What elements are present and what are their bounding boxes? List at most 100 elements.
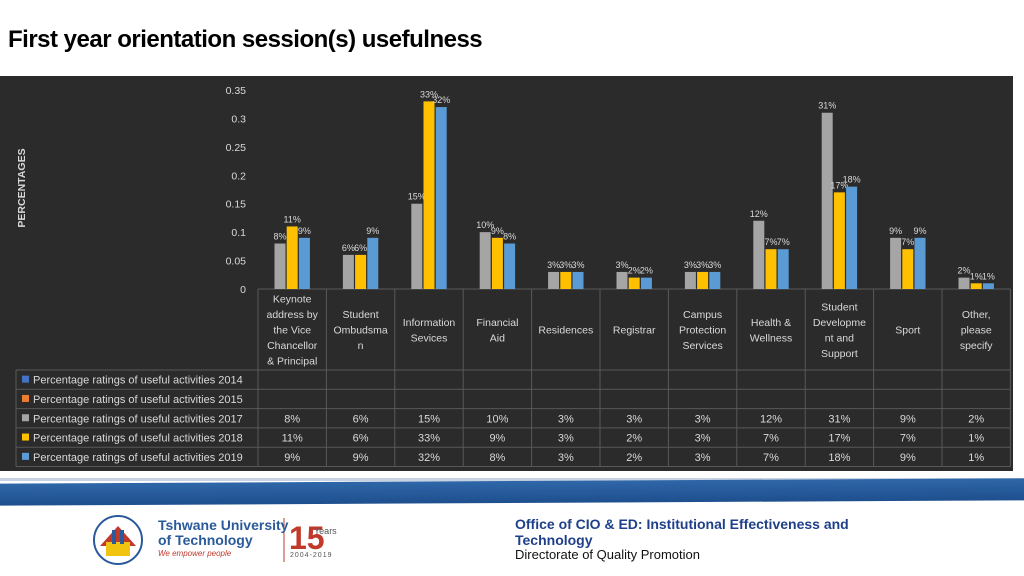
table-cell: 15% [418, 413, 440, 425]
table-cell: 33% [418, 433, 440, 445]
table-cell: 3% [558, 433, 574, 445]
data-label: 12% [750, 209, 768, 219]
bar [298, 237, 310, 289]
data-label: 11% [284, 214, 301, 224]
data-label: 7% [764, 237, 777, 247]
category-label: Health & Wellness [750, 317, 792, 345]
bar [491, 237, 503, 289]
data-label: 33% [420, 89, 438, 99]
category-label: Keynote address by the Vice Chancellor & Pri… [267, 294, 319, 368]
legend-swatch [22, 433, 29, 441]
university-tagline: We empower people [158, 549, 232, 558]
data-label: 9% [298, 226, 311, 236]
bar [821, 112, 833, 289]
y-tick-label: 0.1 [231, 227, 246, 239]
bar-chart: PERCENTAGES 0 0.05 0.1 0.15 0.2 0.25 0.3 0.35 Key… [15, 85, 1011, 467]
bar [709, 271, 721, 289]
category-label: Student Ombudsma n [333, 309, 387, 352]
y-tick-label: 0.3 [231, 113, 246, 125]
anniversary-number: 15 [289, 520, 325, 556]
table-cell: 7% [763, 452, 779, 464]
anniversary-word: Years [314, 526, 337, 536]
table-cell: 2% [626, 433, 642, 445]
y-tick-label: 0.35 [226, 85, 247, 97]
data-label: 3% [559, 260, 572, 270]
bar [274, 243, 286, 289]
legend-swatch [22, 394, 29, 402]
anniversary-range: 2004-2019 [290, 552, 333, 559]
category-label: Sport [895, 325, 920, 337]
data-label: 31% [818, 101, 836, 111]
table-cell: 3% [626, 413, 642, 425]
y-tick-label: 0 [240, 284, 246, 296]
legend-entry: Percentage ratings of useful activities … [33, 375, 243, 387]
table-cell: 32% [418, 452, 440, 464]
data-label: 3% [684, 260, 697, 270]
y-tick-label: 0.25 [226, 142, 247, 154]
category-label: Other, please specify [960, 309, 993, 352]
legend-swatch [22, 375, 29, 383]
bar [640, 277, 652, 289]
bar [411, 203, 423, 289]
category-label: Campus Protection Services [679, 309, 726, 352]
category-label: Financial Aid [476, 317, 518, 345]
category-label: Information Sevices [403, 317, 456, 345]
footer-divider-blue [0, 478, 1024, 506]
data-label: 2% [628, 266, 641, 276]
bar [765, 249, 777, 289]
legend-entry: Percentage ratings of useful activities … [33, 433, 243, 445]
bar [560, 271, 572, 289]
bar [982, 283, 994, 289]
data-label: 6% [342, 243, 355, 253]
data-label: 15% [408, 192, 426, 202]
bar [435, 107, 447, 289]
y-tick-label: 0.05 [226, 256, 247, 268]
table-cell: 3% [558, 413, 574, 425]
table-cell: 2% [968, 413, 984, 425]
table-cell: 9% [900, 452, 916, 464]
table-cell: 10% [486, 413, 508, 425]
bar [970, 283, 982, 289]
legend-entry: Percentage ratings of useful activities … [33, 413, 243, 425]
y-axis-label: PERCENTAGES [16, 148, 28, 227]
legend-swatch [22, 414, 29, 422]
data-label: 9% [889, 226, 902, 236]
data-label: 9% [366, 226, 379, 236]
legend-entry: Percentage ratings of useful activities … [33, 394, 243, 406]
bar [423, 101, 435, 289]
y-tick-label: 0.15 [226, 199, 247, 211]
data-label: 2% [957, 266, 970, 276]
bar [628, 277, 640, 289]
data-label: 6% [354, 243, 367, 253]
data-label: 2% [640, 266, 653, 276]
table-cell: 9% [900, 413, 916, 425]
table-cell: 3% [558, 452, 574, 464]
data-label: 1% [982, 271, 995, 281]
table-cell: 3% [695, 413, 711, 425]
data-label: 3% [571, 260, 584, 270]
data-label: 8% [503, 232, 516, 242]
data-label: 32% [432, 95, 450, 105]
data-label: 3% [696, 260, 709, 270]
bar [367, 237, 379, 289]
category-label: Student Developme nt and Support [813, 301, 866, 360]
data-label: 10% [476, 220, 494, 230]
table-cell: 31% [828, 413, 850, 425]
data-label: 7% [901, 237, 914, 247]
directorate-name: Directorate of Quality Promotion [515, 547, 700, 562]
table-cell: 1% [968, 433, 984, 445]
data-label: 17% [830, 180, 848, 190]
data-label: 9% [913, 226, 926, 236]
bar [342, 254, 354, 289]
bar [914, 237, 926, 289]
tut-logo-icon [93, 515, 285, 565]
table-cell: 17% [828, 433, 850, 445]
university-name: Tshwane University of Technology [158, 517, 289, 548]
table-cell: 12% [760, 413, 782, 425]
bar [548, 271, 560, 289]
bar [355, 254, 367, 289]
table-cell: 3% [695, 452, 711, 464]
bar [777, 249, 789, 289]
legend-swatch [22, 452, 29, 460]
bar [846, 186, 858, 289]
